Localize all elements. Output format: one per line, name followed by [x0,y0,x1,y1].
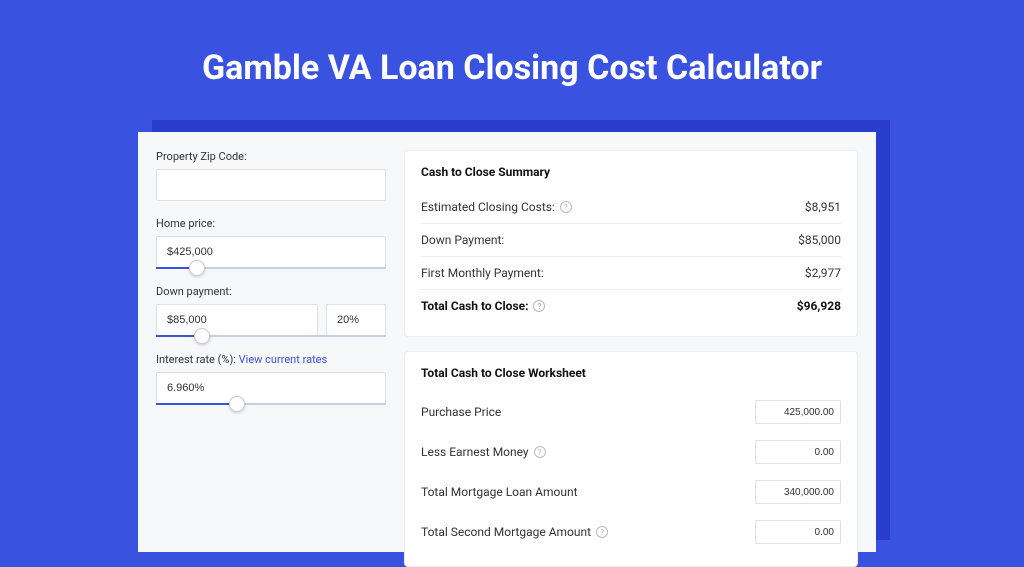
summary-total-value: $96,928 [797,299,841,313]
interest-label-text: Interest rate (%): [156,353,236,366]
worksheet-row: Purchase Price [421,392,841,432]
down-payment-slider[interactable] [156,335,386,337]
down-payment-input[interactable] [156,304,318,336]
summary-panel: Cash to Close Summary Estimated Closing … [404,150,858,337]
worksheet-row: Less Earnest Money ? [421,432,841,472]
summary-value: $85,000 [798,233,841,247]
help-icon[interactable]: ? [534,446,546,458]
home-price-slider[interactable] [156,267,386,269]
worksheet-label: Less Earnest Money [421,445,529,459]
worksheet-input[interactable] [755,480,841,504]
home-price-label: Home price: [156,217,386,230]
summary-row: Down Payment: $85,000 [421,223,841,256]
results-column: Cash to Close Summary Estimated Closing … [404,150,858,534]
worksheet-row: Total Second Mortgage Amount ? [421,512,841,552]
summary-label: Down Payment: [421,233,504,247]
worksheet-input[interactable] [755,440,841,464]
worksheet-label: Total Second Mortgage Amount [421,525,591,539]
home-price-slider-thumb[interactable] [189,260,205,276]
worksheet-label: Purchase Price [421,405,501,419]
summary-label: First Monthly Payment: [421,266,544,280]
worksheet-panel: Total Cash to Close Worksheet Purchase P… [404,351,858,567]
interest-label: Interest rate (%): View current rates [156,353,386,366]
interest-slider-fill [156,403,237,405]
summary-total-row: Total Cash to Close: ? $96,928 [421,289,841,322]
down-payment-label: Down payment: [156,285,386,298]
summary-label: Estimated Closing Costs: [421,200,555,214]
interest-input[interactable] [156,372,386,404]
down-payment-group: Down payment: [156,285,386,337]
help-icon[interactable]: ? [596,526,608,538]
worksheet-label: Total Mortgage Loan Amount [421,485,578,499]
help-icon[interactable]: ? [560,201,572,213]
worksheet-title: Total Cash to Close Worksheet [421,366,841,380]
summary-value: $2,977 [805,266,841,280]
summary-row: Estimated Closing Costs: ? $8,951 [421,191,841,223]
summary-value: $8,951 [805,200,841,214]
worksheet-input[interactable] [755,520,841,544]
interest-slider-thumb[interactable] [229,396,245,412]
interest-slider[interactable] [156,403,386,405]
zip-group: Property Zip Code: [156,150,386,201]
summary-row: First Monthly Payment: $2,977 [421,256,841,289]
help-icon[interactable]: ? [533,300,545,312]
worksheet-row: Total Mortgage Loan Amount [421,472,841,512]
view-rates-link[interactable]: View current rates [239,353,328,366]
zip-input[interactable] [156,169,386,201]
page-title: Gamble VA Loan Closing Cost Calculator [0,0,1024,120]
down-payment-pct-input[interactable] [326,304,386,336]
down-payment-slider-thumb[interactable] [194,328,210,344]
worksheet-input[interactable] [755,400,841,424]
interest-group: Interest rate (%): View current rates [156,353,386,405]
input-column: Property Zip Code: Home price: Down paym… [156,150,386,534]
zip-label: Property Zip Code: [156,150,386,163]
summary-title: Cash to Close Summary [421,165,841,179]
summary-total-label: Total Cash to Close: [421,299,528,313]
home-price-group: Home price: [156,217,386,269]
calculator-card: Property Zip Code: Home price: Down paym… [138,132,876,552]
